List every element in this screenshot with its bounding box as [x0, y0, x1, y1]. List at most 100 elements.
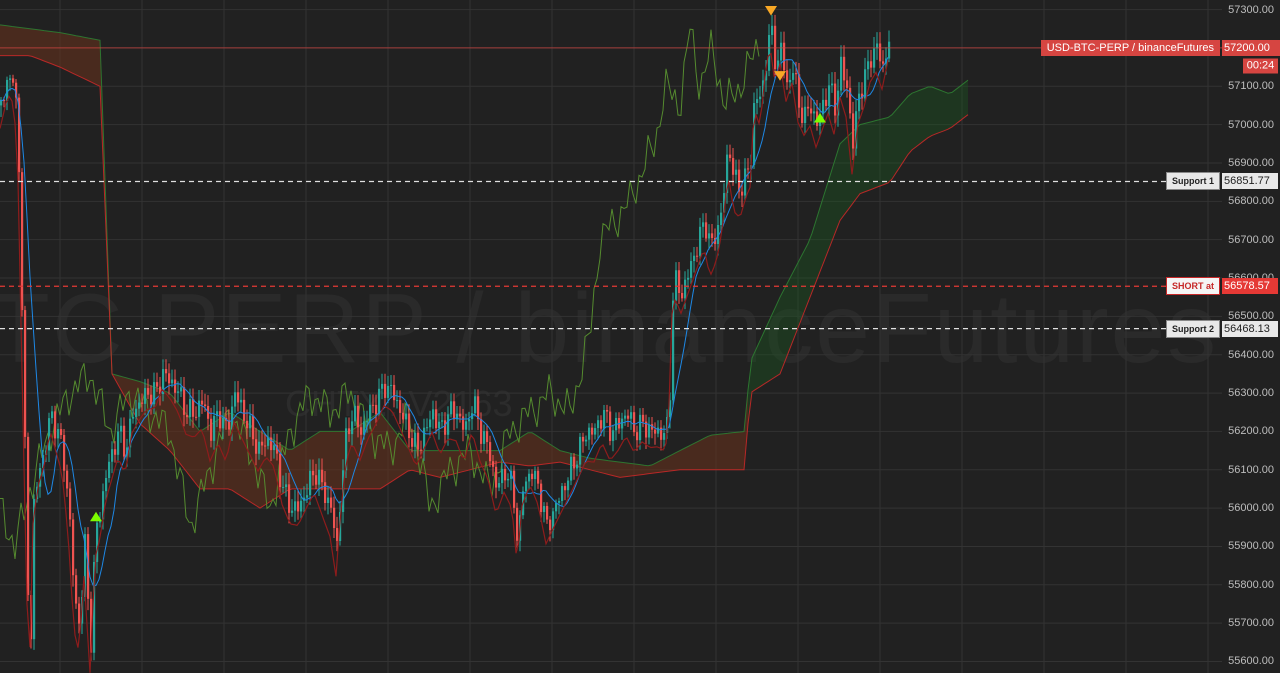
candle-body: [366, 421, 369, 423]
candle-body: [606, 410, 609, 412]
candle-body: [561, 486, 564, 501]
candle-body: [60, 429, 63, 436]
candle-body: [393, 384, 396, 401]
candle-body: [111, 449, 114, 462]
candle-body: [441, 420, 444, 422]
reference-line-value: 56468.13: [1222, 320, 1278, 337]
candle-body: [153, 382, 156, 405]
candle-body: [549, 519, 552, 531]
candle-body: [402, 412, 405, 420]
candle-body: [72, 519, 75, 576]
candle-body: [63, 435, 66, 471]
candle-body: [84, 534, 87, 597]
price-chart[interactable]: [0, 0, 1222, 673]
candle-body: [417, 432, 420, 450]
candle-body: [315, 475, 318, 485]
candle-body: [333, 507, 336, 529]
candle-body: [717, 224, 720, 245]
candle-body: [636, 432, 639, 441]
candle-body: [165, 369, 168, 374]
candle-body: [354, 405, 357, 422]
candle-body: [33, 499, 36, 640]
candle-body: [414, 432, 417, 447]
candle-body: [495, 466, 498, 488]
candle-body: [639, 414, 642, 441]
candle-body: [462, 416, 465, 430]
candle-body: [834, 83, 837, 116]
candle-body: [426, 427, 429, 429]
candle-body: [321, 469, 324, 483]
candle-body: [384, 383, 387, 398]
candle-body: [627, 415, 630, 419]
candle-body: [711, 233, 714, 239]
sell-signal-marker: [774, 71, 786, 81]
candle-body: [345, 428, 348, 471]
candle-body: [783, 42, 786, 71]
candle-body: [855, 111, 858, 149]
candle-body: [162, 369, 165, 395]
candle-body: [171, 379, 174, 384]
candle-body: [57, 429, 60, 439]
candle-body: [363, 421, 366, 435]
candle-body: [9, 78, 12, 80]
candle-body: [681, 292, 684, 299]
candle-body: [603, 410, 606, 429]
price-tick-label: 56300.00: [1228, 387, 1274, 400]
candle-body: [876, 43, 879, 49]
candle-body: [693, 255, 696, 262]
candle-body: [69, 488, 72, 520]
candle-body: [459, 413, 462, 417]
sell-signal-marker: [765, 5, 777, 16]
candle-body: [708, 233, 711, 239]
candle-body: [843, 56, 846, 81]
candle-body: [381, 383, 384, 389]
candle-body: [744, 168, 747, 196]
candle-body: [3, 100, 6, 102]
candle-body: [306, 495, 309, 498]
candle-body: [387, 385, 390, 398]
candle-body: [261, 441, 264, 446]
candle-body: [753, 103, 756, 166]
price-tick-label: 56400.00: [1228, 348, 1274, 361]
candle-body: [375, 404, 378, 415]
candle-body: [564, 486, 567, 491]
candle-body: [588, 427, 591, 440]
price-tick-label: 55900.00: [1228, 540, 1274, 553]
candle-body: [654, 429, 657, 434]
tenkan-sen: [0, 56, 889, 587]
candle-body: [477, 396, 480, 420]
price-tick-label: 55700.00: [1228, 617, 1274, 630]
candle-body: [177, 391, 180, 393]
candle-body: [657, 427, 660, 434]
candle-body: [450, 401, 453, 415]
symbol-price-label: USD-BTC-PERP / binanceFutures: [1040, 39, 1220, 56]
candle-body: [195, 416, 198, 418]
price-tick-label: 57100.00: [1228, 80, 1274, 93]
candle-body: [66, 470, 69, 489]
candle-body: [108, 461, 111, 479]
candle-body: [882, 61, 885, 64]
candle-body: [531, 473, 534, 480]
candle-body: [309, 470, 312, 496]
candle-body: [159, 386, 162, 395]
candle-body: [867, 61, 870, 70]
candle-body: [546, 506, 549, 520]
candle-body: [0, 100, 3, 106]
reference-line-label: Support 1: [1166, 172, 1220, 191]
candle-body: [318, 469, 321, 485]
candle-body: [174, 379, 177, 393]
candle-body: [537, 470, 540, 484]
candle-body: [105, 478, 108, 492]
candle-body: [684, 279, 687, 299]
candle-body: [498, 483, 501, 488]
candle-body: [504, 468, 507, 481]
price-tick-label: 56800.00: [1228, 195, 1274, 208]
candle-body: [360, 427, 363, 435]
candle-body: [447, 414, 450, 435]
candle-body: [822, 99, 825, 115]
candle-body: [888, 41, 891, 59]
candle-body: [135, 408, 138, 417]
price-tick-label: 55600.00: [1228, 655, 1274, 668]
candle-body: [330, 497, 333, 508]
